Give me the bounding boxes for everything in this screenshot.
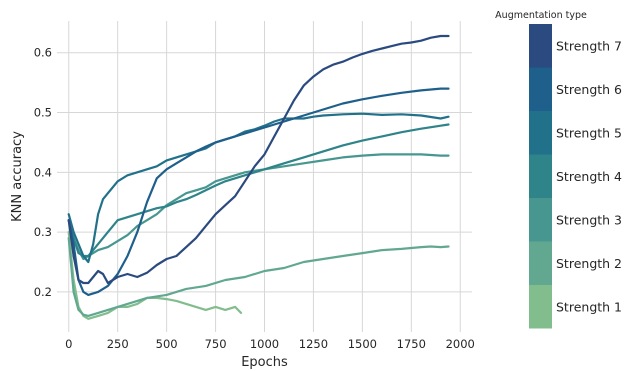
x-axis-ticks: 0 250 500 750 1000 1250 1500 1750 2000 <box>65 337 475 351</box>
x-tick-label: 250 <box>107 337 129 351</box>
series-line-strength-4 <box>67 123 450 258</box>
series-lines <box>67 34 450 320</box>
legend-swatch <box>529 67 552 111</box>
legend-entry-label: Strength 7 <box>556 38 622 53</box>
legend-swatch <box>529 111 552 155</box>
series-line-strength-2 <box>67 237 450 317</box>
x-tick-label: 0 <box>65 337 72 351</box>
x-axis-title: Epochs <box>241 355 288 370</box>
y-tick-label: 0.6 <box>34 46 52 60</box>
series-line-strength-3 <box>67 153 450 261</box>
x-tick-label: 1750 <box>397 337 426 351</box>
x-tick-label: 1000 <box>250 337 279 351</box>
legend-entry-label: Strength 6 <box>556 82 622 97</box>
legend: Augmentation type Strength 7 Strength 6 St… <box>495 10 622 329</box>
x-tick-label: 1500 <box>348 337 377 351</box>
legend-entry-label: Strength 3 <box>556 212 622 227</box>
gridlines <box>57 21 472 332</box>
legend-swatch <box>529 154 552 198</box>
x-tick-label: 500 <box>156 337 178 351</box>
y-axis-title: KNN accuracy <box>10 131 25 222</box>
x-tick-label: 1250 <box>299 337 328 351</box>
series-line-strength-7 <box>67 34 450 285</box>
y-tick-label: 0.5 <box>34 106 52 120</box>
legend-entry-label: Strength 5 <box>556 125 622 140</box>
legend-title: Augmentation type <box>495 10 587 21</box>
series-line-strength-6 <box>67 87 450 296</box>
legend-swatch <box>529 24 552 68</box>
legend-swatch <box>529 241 552 285</box>
y-tick-label: 0.4 <box>34 165 52 179</box>
legend-entry-label: Strength 1 <box>556 299 622 314</box>
x-tick-label: 750 <box>205 337 227 351</box>
y-axis-ticks: 0.2 0.3 0.4 0.5 0.6 <box>34 46 52 299</box>
legend-swatch <box>529 285 552 329</box>
y-tick-label: 0.2 <box>34 285 52 299</box>
legend-entry-label: Strength 2 <box>556 256 622 271</box>
legend-entry-label: Strength 4 <box>556 169 622 184</box>
y-tick-label: 0.3 <box>34 225 52 239</box>
x-tick-label: 2000 <box>446 337 475 351</box>
legend-swatch <box>529 198 552 242</box>
